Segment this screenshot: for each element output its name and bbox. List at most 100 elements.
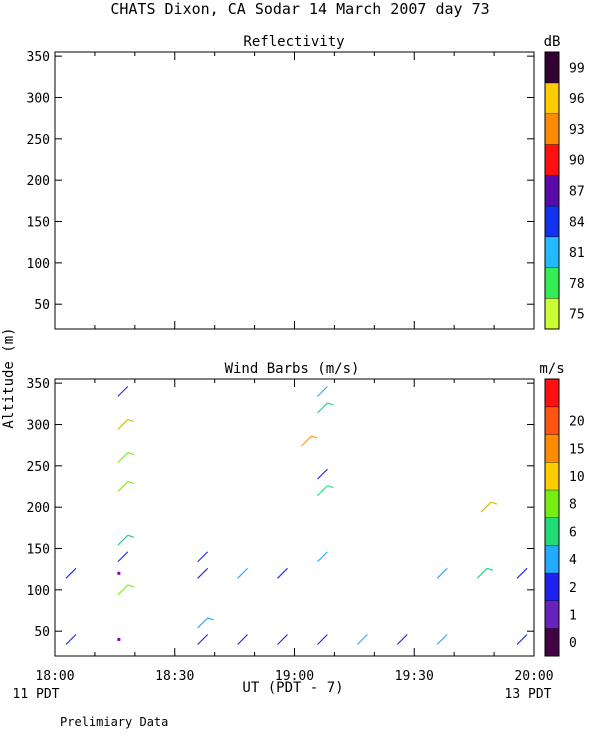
y-tick-label: 50 xyxy=(34,625,50,640)
y-tick-label: 50 xyxy=(34,298,50,313)
colorbar-label: 90 xyxy=(569,154,585,169)
wind-barb xyxy=(317,468,328,480)
x-axis-label: UT (PDT - 7) xyxy=(242,680,343,696)
colorbar-swatch xyxy=(545,406,559,435)
y-tick-label: 300 xyxy=(27,91,50,106)
wind-barb-shaft xyxy=(317,386,328,397)
wind-barb xyxy=(197,551,209,563)
colorbar-label: 87 xyxy=(569,185,585,200)
wind-barb xyxy=(480,501,498,513)
wind-barb-feather xyxy=(327,485,334,489)
colorbar-label: 15 xyxy=(569,442,585,457)
colorbar-swatch xyxy=(545,113,559,145)
footer-note: Prelimiary Data xyxy=(60,715,168,729)
panel1-title: Reflectivity xyxy=(243,34,344,50)
colorbar-swatch xyxy=(545,175,559,206)
x-tick-label: 18:00 xyxy=(35,669,74,684)
colorbar-label: 99 xyxy=(569,61,585,76)
y-tick-label: 300 xyxy=(27,418,50,433)
y-tick-label: 250 xyxy=(27,133,50,148)
wind-barb xyxy=(237,634,248,645)
wind-barb-shaft xyxy=(277,634,288,645)
wind-barb-shaft xyxy=(277,567,288,579)
colorbar-swatch xyxy=(545,379,559,407)
wind-barb xyxy=(436,567,448,579)
wind-barb xyxy=(65,634,77,645)
y-tick-label: 350 xyxy=(27,50,50,65)
wind-barb-feather xyxy=(127,452,135,456)
wind-barb-shaft xyxy=(117,551,129,563)
colorbar-label: 8 xyxy=(569,498,577,513)
wind-barb-shaft xyxy=(117,534,129,546)
panel2-title: Wind Barbs (m/s) xyxy=(225,361,360,377)
x-right-sublabel: 13 PDT xyxy=(505,687,552,702)
wind-barb xyxy=(317,402,334,414)
wind-barb xyxy=(117,551,129,563)
wind-barb-feather xyxy=(127,480,135,485)
wind-barb-feather xyxy=(127,418,135,422)
wind-barb-shaft xyxy=(117,481,129,492)
wind-barb xyxy=(396,634,408,645)
colorbar-label: 2 xyxy=(569,581,577,596)
x-tick-labels: 18:00 18:30 19:00 19:30 20:00 xyxy=(35,669,553,684)
wind-barb xyxy=(117,452,135,463)
x-tick-label: 19:00 xyxy=(275,669,314,684)
wind-barb xyxy=(301,435,318,447)
y-tick-label: 100 xyxy=(27,257,50,272)
wind-barb xyxy=(117,418,135,430)
colorbar-label: 20 xyxy=(569,415,585,430)
y-axis-label: Altitude (m) xyxy=(1,327,17,428)
wind-barb-feather xyxy=(486,567,494,571)
wind-barb-shaft xyxy=(117,386,129,397)
wind-barb-shaft xyxy=(317,402,328,414)
wind-barb-shaft xyxy=(197,617,209,629)
colorbar-swatch xyxy=(545,545,559,573)
colorbar-label: 93 xyxy=(569,123,585,138)
wind-barb xyxy=(65,567,77,579)
wind-barb-feather xyxy=(327,402,334,406)
wind-barb xyxy=(317,386,328,397)
y-tick-label: 250 xyxy=(27,460,50,475)
wind-barb-shaft xyxy=(117,584,129,596)
wind-barb xyxy=(317,634,328,645)
wind-barbs-panel: 50 100 150 200 250 300 350 xyxy=(27,377,535,657)
plot-frame xyxy=(54,51,535,330)
y-tick-label: 200 xyxy=(27,174,50,189)
wind-barb-feather xyxy=(490,501,498,505)
wind-barb xyxy=(237,567,248,579)
colorbar-label: 75 xyxy=(569,308,585,323)
y-tick-label: 150 xyxy=(27,216,50,231)
colorbar-swatch xyxy=(545,600,559,629)
colorbar-swatch xyxy=(545,52,559,83)
wind-barb xyxy=(117,584,135,596)
x-tick-label: 19:30 xyxy=(395,669,434,684)
colorbar-label: 96 xyxy=(569,92,585,107)
wind-barb-shaft xyxy=(516,634,528,645)
colorbar-swatch xyxy=(545,236,559,268)
y-tick-label: 150 xyxy=(27,543,50,558)
wind-barb-feather xyxy=(127,534,135,538)
wind-barb-shaft xyxy=(117,452,129,463)
colorbar-swatch xyxy=(545,489,559,518)
wind-barb xyxy=(356,634,368,645)
wind-barb-shaft xyxy=(317,634,328,645)
wind-barb xyxy=(516,567,528,579)
wind-barb xyxy=(317,485,334,497)
wind-barb xyxy=(117,480,135,492)
wind-barb xyxy=(197,634,209,645)
colorbar1-unit: dB xyxy=(544,34,561,50)
wind-barb-shaft xyxy=(317,468,328,480)
wind-barb xyxy=(117,386,129,397)
colorbar-label: 10 xyxy=(569,470,585,485)
wind-barb-shaft xyxy=(197,551,209,563)
wind-barb-shaft xyxy=(436,634,448,645)
wind-barb-shaft xyxy=(237,567,248,579)
colorbar-swatch xyxy=(545,434,559,463)
wind-barb xyxy=(277,567,288,579)
wind-barb-shaft xyxy=(436,567,448,579)
wind-barb xyxy=(516,634,528,645)
colorbar-frame xyxy=(544,51,560,330)
wind-barb-shaft xyxy=(65,567,77,579)
wind-barb-shaft xyxy=(301,435,312,447)
colorbar-frame xyxy=(544,378,560,657)
